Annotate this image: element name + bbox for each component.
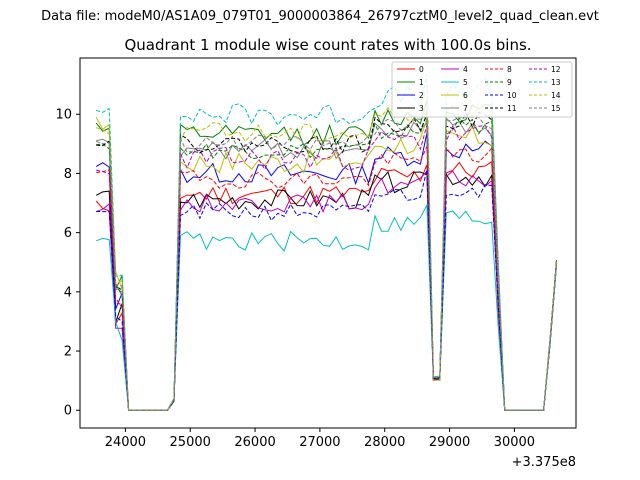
x-axis: 24000 25000 26000 27000 28000 29000 30000 — [105, 428, 535, 450]
y-tick-label: 2 — [64, 345, 72, 360]
legend-label: 11 — [507, 104, 517, 113]
legend-label: 1 — [419, 78, 424, 87]
axes-frame — [79, 57, 577, 429]
legend-box — [391, 61, 573, 118]
x-tick-label: 26000 — [234, 435, 275, 450]
legend-label: 2 — [419, 91, 424, 100]
series-line-7 — [96, 117, 557, 411]
legend-label: 5 — [463, 78, 468, 87]
y-tick-label: 4 — [64, 285, 72, 300]
y-axis: 0 2 4 6 8 10 — [55, 108, 80, 419]
legend-label: 12 — [551, 65, 561, 74]
legend-label: 6 — [463, 91, 468, 100]
series-line-15 — [96, 112, 557, 411]
plot-area — [79, 57, 577, 429]
series-layer — [95, 74, 557, 411]
x-tick-label: 25000 — [170, 435, 211, 450]
x-offset-label: +3.375e8 — [512, 455, 576, 470]
series-line-12 — [96, 124, 557, 411]
x-tick-label: 27000 — [299, 435, 340, 450]
legend-label: 15 — [551, 104, 561, 113]
series-line-13 — [96, 74, 557, 411]
legend-label: 10 — [507, 91, 517, 100]
legend-label: 14 — [551, 91, 561, 100]
legend-label: 8 — [507, 65, 512, 74]
series-line-2 — [95, 132, 557, 411]
chart-title: Quadrant 1 module wise count rates with … — [124, 36, 531, 54]
series-line-0 — [95, 160, 557, 411]
series-line-3 — [95, 171, 557, 411]
series-line-6 — [95, 116, 557, 411]
x-tick-label: 29000 — [429, 435, 470, 450]
series-line-8 — [96, 146, 557, 411]
y-tick-label: 0 — [64, 404, 72, 419]
series-line-11 — [96, 111, 557, 411]
legend-label: 0 — [419, 65, 424, 74]
series-line-4 — [96, 170, 557, 411]
chart-suptitle: Data file: modeM0/AS1A09_079T01_90000038… — [41, 9, 599, 24]
series-line-1 — [95, 99, 557, 411]
legend-label: 3 — [419, 104, 424, 113]
series-line-5 — [96, 203, 557, 411]
legend-label: 9 — [507, 78, 512, 87]
x-tick-label: 28000 — [364, 435, 405, 450]
y-tick-label: 8 — [64, 167, 72, 182]
series-line-9 — [96, 112, 557, 411]
legend-label: 4 — [463, 65, 468, 74]
legend-label: 7 — [463, 104, 468, 113]
legend-label: 13 — [551, 78, 561, 87]
series-line-10 — [96, 169, 557, 411]
y-tick-label: 10 — [55, 108, 72, 123]
x-tick-label: 24000 — [105, 435, 146, 450]
y-tick-label: 6 — [64, 226, 72, 241]
x-tick-label: 30000 — [494, 435, 535, 450]
